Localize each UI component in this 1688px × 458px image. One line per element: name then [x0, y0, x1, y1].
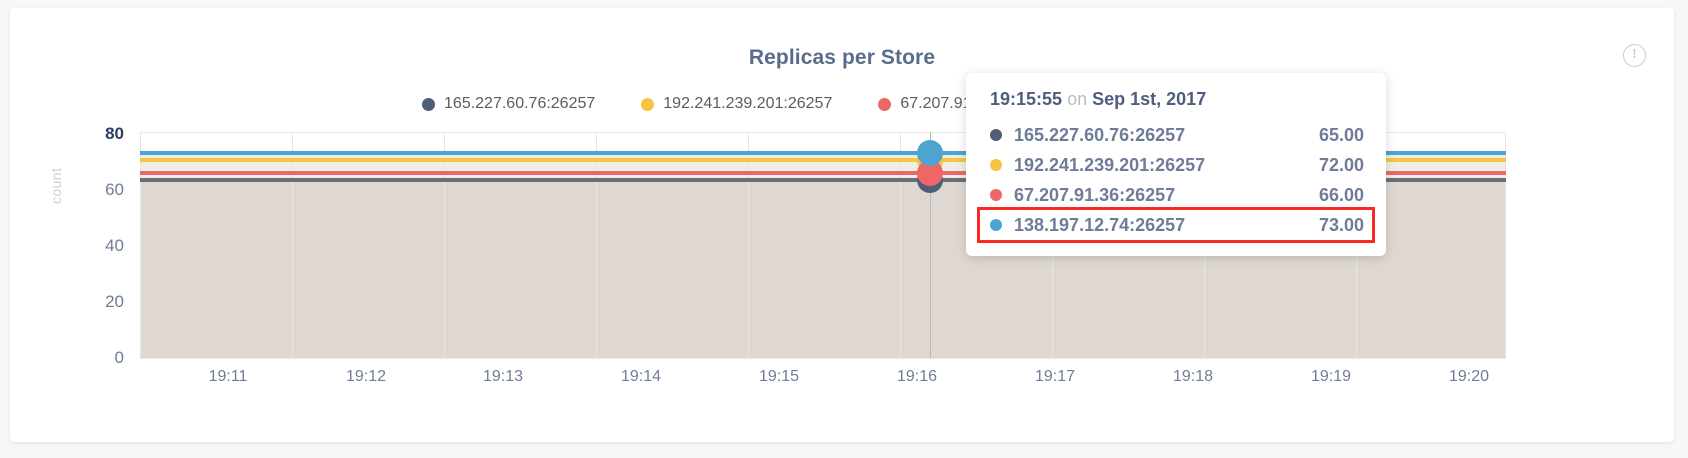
y-tick: 0 — [114, 348, 124, 367]
x-tick: 19:11 — [208, 368, 248, 385]
x-tick: 19:12 — [345, 368, 387, 385]
tooltip-row: 67.207.91.36:26257 66.00 — [990, 180, 1364, 210]
series-color-dot — [990, 189, 1002, 201]
tooltip-series-value: 66.00 — [1318, 184, 1364, 205]
y-tick: 40 — [105, 236, 124, 255]
tooltip-series-value: 72.00 — [1318, 154, 1364, 175]
hover-point-138-197-12-74 — [917, 140, 943, 166]
series-color-dot — [990, 129, 1002, 141]
legend-color-dot — [422, 97, 436, 111]
x-tick: 19:14 — [620, 368, 662, 385]
legend-label: 165.227.60.76:26257 — [444, 95, 596, 112]
series-color-dot — [990, 219, 1002, 231]
gridline-v — [900, 132, 901, 358]
tooltip-row: 165.227.60.76:26257 65.00 — [990, 120, 1364, 150]
tooltip-series-value: 65.00 — [1318, 124, 1364, 145]
tooltip-row-highlighted: 138.197.12.74:26257 73.00 — [977, 207, 1375, 243]
gridline-v — [292, 132, 293, 358]
hover-crosshair — [930, 132, 931, 358]
tooltip-series-value: 73.00 — [1318, 214, 1364, 235]
y-tick: 60 — [105, 180, 124, 199]
tooltip-series-name: 165.227.60.76:26257 — [1014, 124, 1186, 145]
tooltip-series-name: 67.207.91.36:26257 — [1014, 184, 1176, 205]
legend-color-dot — [878, 97, 892, 111]
y-axis-ticks: 80 60 40 20 0 — [72, 8, 124, 442]
legend-color-dot — [641, 97, 655, 111]
gridline-v — [444, 132, 445, 358]
tooltip-on-word: on — [1067, 89, 1088, 109]
series-line-138-197-12-74 — [140, 151, 1506, 155]
series-line-192-241-239-201 — [140, 158, 1506, 162]
x-tick: 19:15 — [758, 368, 800, 385]
tooltip-row: 192.241.239.201:26257 72.00 — [990, 150, 1364, 180]
gridline-h — [140, 132, 1506, 133]
tooltip-time: 19:15:55 — [990, 89, 1063, 109]
gridline-v — [748, 132, 749, 358]
x-tick: 19:16 — [896, 368, 938, 385]
plot-wrapper: count 80 60 40 20 0 — [10, 8, 1674, 442]
chart-tooltip: 19:15:55 on Sep 1st, 2017 165.227.60.76:… — [966, 73, 1386, 256]
y-tick: 20 — [105, 292, 124, 311]
gridline-v — [140, 132, 141, 358]
gridline-v — [596, 132, 597, 358]
info-icon[interactable]: ! — [1623, 44, 1646, 67]
series-color-dot — [990, 159, 1002, 171]
page-title: Replicas per Store — [748, 46, 936, 69]
legend-label: 192.241.239.201:26257 — [663, 95, 833, 112]
chart-card: Replicas per Store ! 165.227.60.76:26257… — [10, 8, 1674, 442]
x-tick: 19:18 — [1172, 368, 1214, 385]
legend-item-0[interactable]: 165.227.60.76:26257 — [422, 95, 595, 113]
x-tick: 19:13 — [482, 368, 524, 385]
tooltip-date: Sep 1st, 2017 — [1092, 89, 1207, 109]
x-tick: 19:20 — [1448, 368, 1490, 385]
x-tick: 19:17 — [1034, 368, 1076, 385]
y-tick: 80 — [105, 124, 124, 143]
series-line-165-227-60-76 — [140, 178, 1506, 182]
tooltip-series-name: 192.241.239.201:26257 — [1014, 154, 1206, 175]
x-tick: 19:19 — [1310, 368, 1352, 385]
tooltip-series-name: 138.197.12.74:26257 — [1014, 214, 1186, 235]
tooltip-timestamp: 19:15:55 on Sep 1st, 2017 — [990, 89, 1364, 110]
gridline-h — [140, 358, 1506, 359]
legend-item-1[interactable]: 192.241.239.201:26257 — [641, 95, 832, 113]
gridline-v — [1505, 132, 1506, 358]
y-axis-label: count — [48, 167, 64, 204]
series-line-67-207-91-36 — [140, 171, 1506, 175]
